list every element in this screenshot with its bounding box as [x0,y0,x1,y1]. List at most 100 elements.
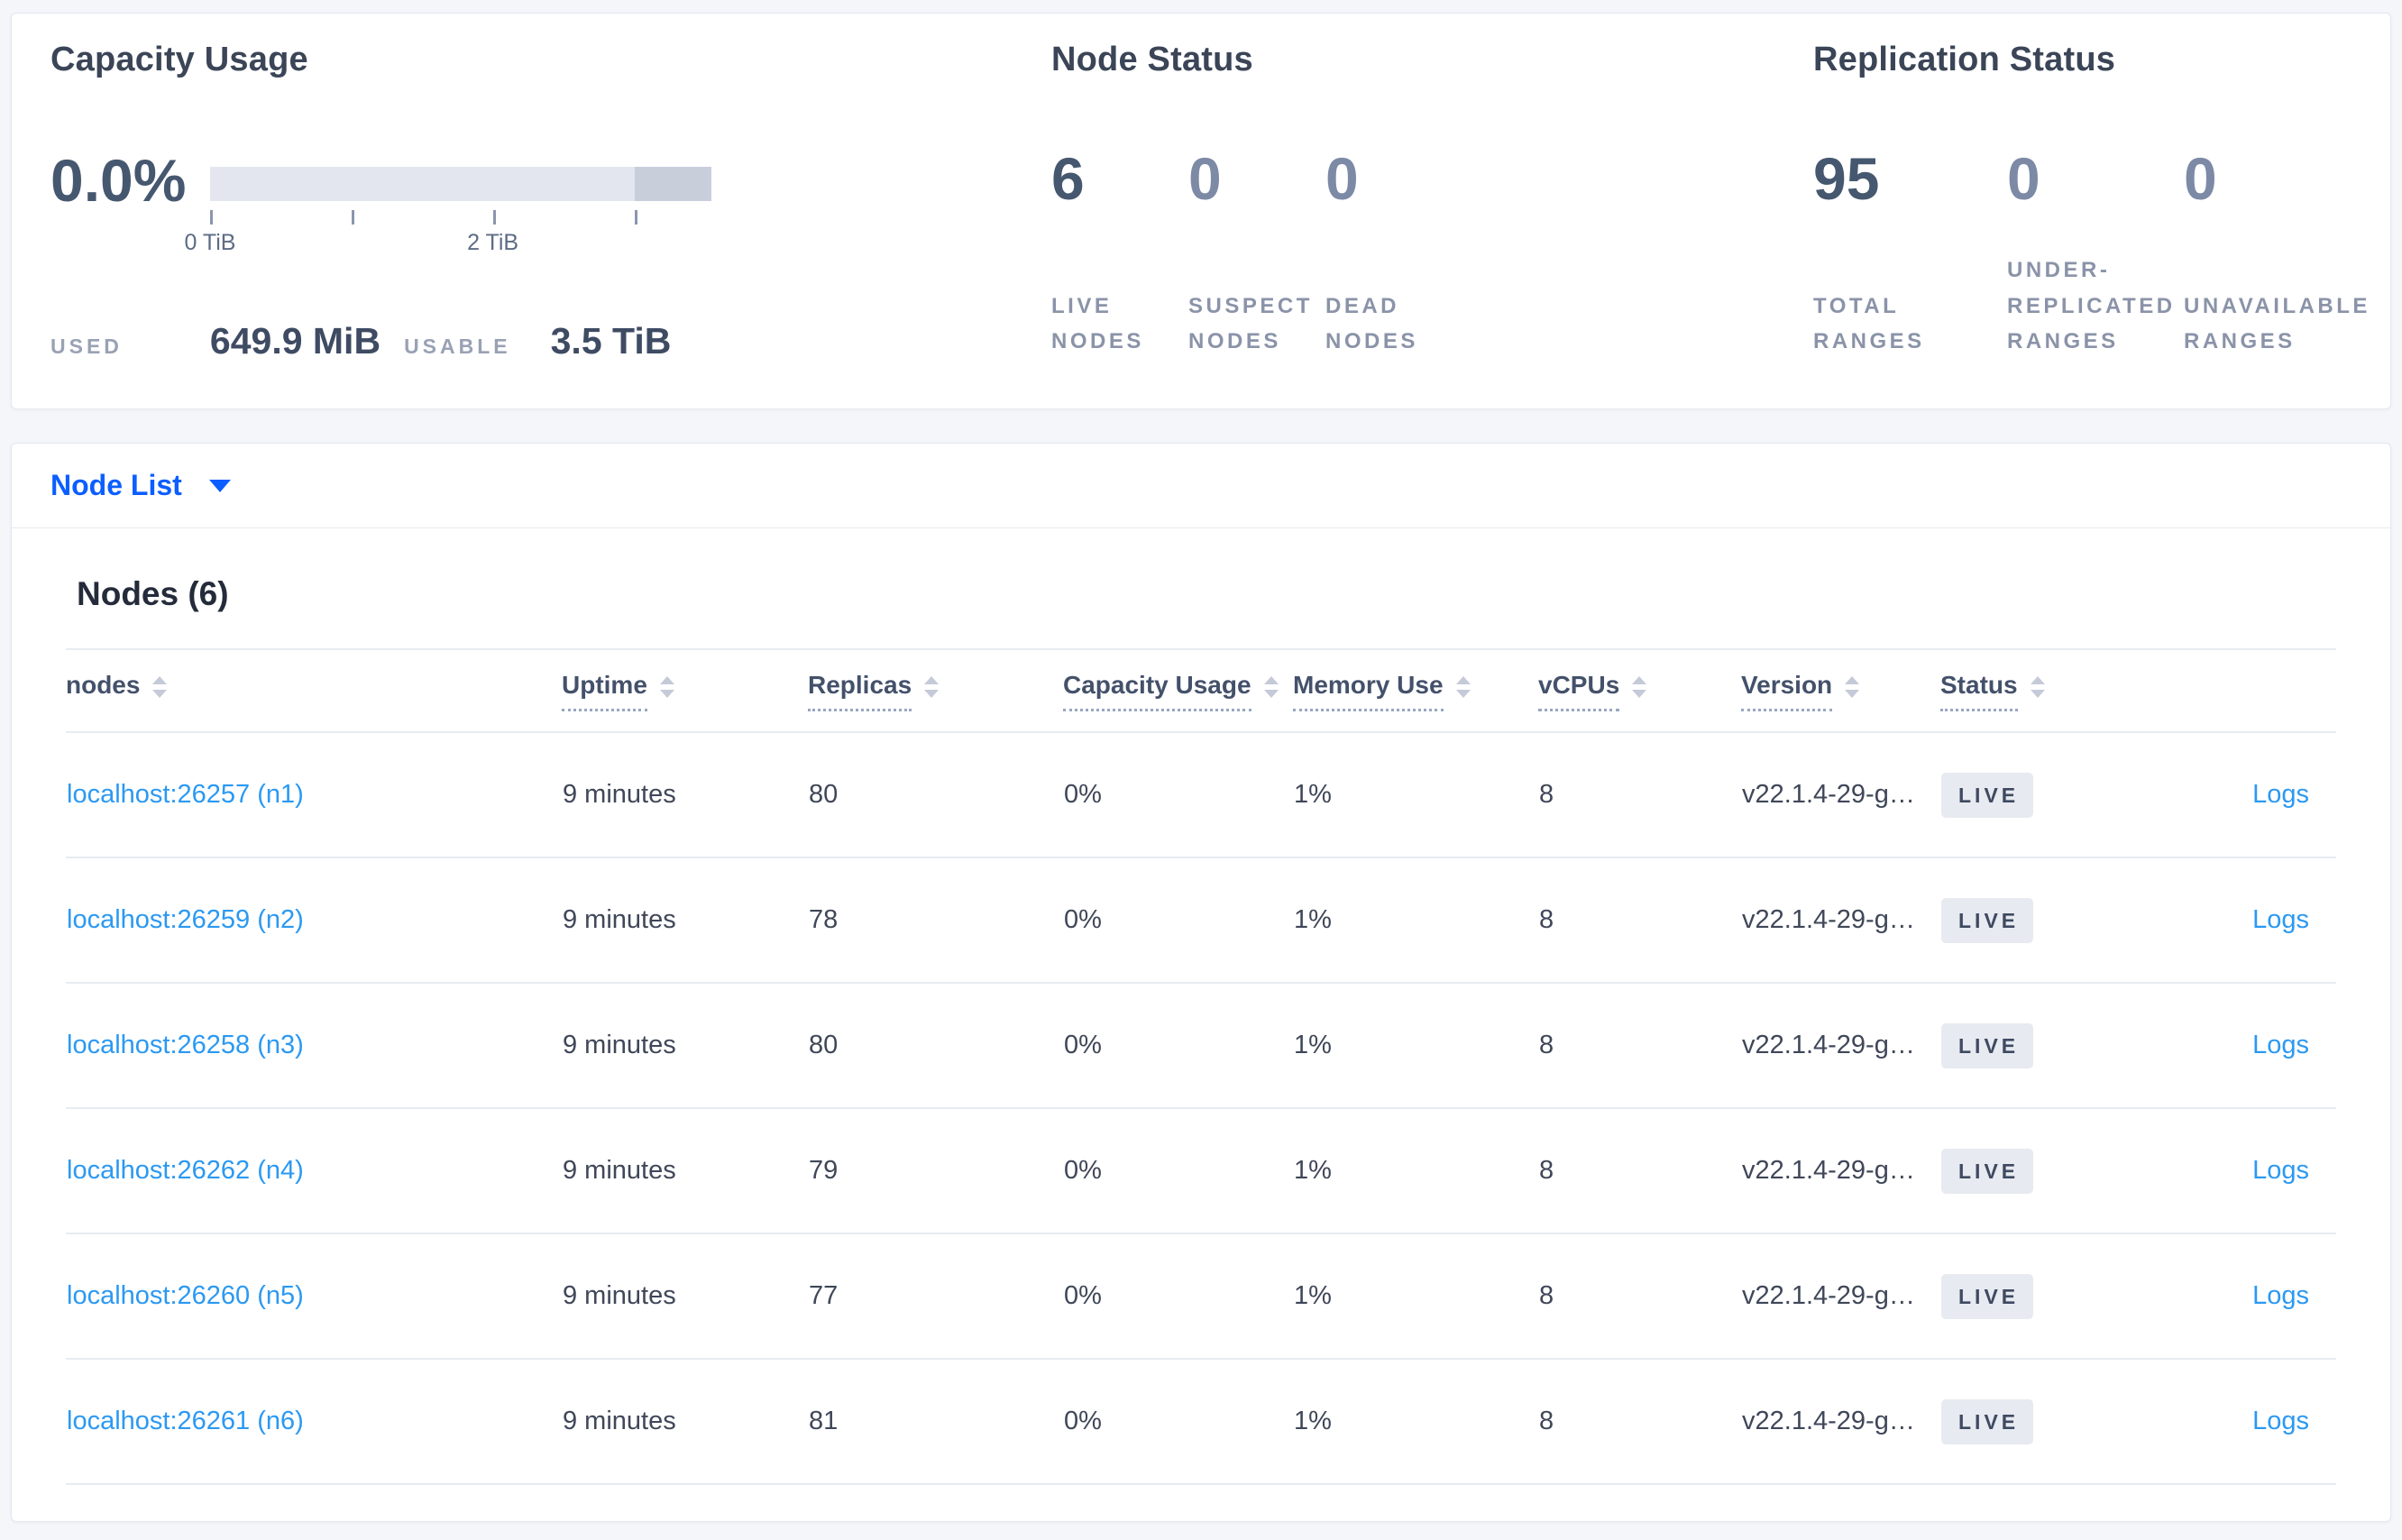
node-list-dropdown-label: Node List [50,469,182,501]
replicas-cell: 78 [808,857,1063,984]
capacity-cell: 0% [1063,1108,1293,1234]
logs-link[interactable]: Logs [2252,1156,2309,1185]
capacity-used-percent: 0.0% [50,147,187,214]
memory-cell: 1% [1293,983,1538,1109]
node-link[interactable]: localhost:26261 (n6) [67,1407,304,1435]
sort-control-memory-use[interactable]: Memory Use [1293,671,1471,711]
unavailable-ranges-label: UNAVAILABLE RANGES [2184,293,2370,354]
sort-down-icon [1263,690,1279,698]
sort-control-replicas[interactable]: Replicas [808,671,940,711]
version-cell: v22.1.4-29-g… [1741,983,1940,1109]
column-header-vcpus: vCPUs [1538,648,1741,733]
capacity-bar [210,167,711,201]
capacity-usage-title: Capacity Usage [50,41,308,78]
logs-link[interactable]: Logs [2252,1407,2309,1435]
sort-control-capacity-usage[interactable]: Capacity Usage [1063,671,1279,711]
live-nodes-stat: 6 LIVE NODES [1051,149,1188,360]
node-list-panel: Node List Nodes (6) nodes [11,443,2391,1522]
capacity-cell: 0% [1063,1233,1293,1360]
sort-down-icon [1845,690,1860,698]
under-replicated-ranges-label: UNDER-REPLICATED RANGES [2007,258,2176,354]
logs-link[interactable]: Logs [2252,1031,2309,1059]
memory-cell: 1% [1293,732,1538,858]
sort-control-version[interactable]: Version [1741,671,1860,711]
version-cell: v22.1.4-29-g… [1741,857,1940,984]
sort-icon [152,676,168,698]
total-ranges-label: TOTAL RANGES [1813,293,1925,354]
sort-icon [1845,676,1860,698]
column-header-status: Status [1940,648,2148,733]
node-link[interactable]: localhost:26258 (n3) [67,1031,304,1059]
sort-icon [924,676,940,698]
column-header-memory-use: Memory Use [1293,648,1538,733]
capacity-cell: 0% [1063,857,1293,984]
sort-control-uptime[interactable]: Uptime [562,671,674,711]
node-list-dropdown[interactable]: Node List [50,469,231,502]
axis-tick [492,210,496,225]
unavailable-ranges-stat: 0 UNAVAILABLE RANGES [2184,149,2378,360]
replication-status-stats: 95 TOTAL RANGES 0 UNDER-REPLICATED RANGE… [1813,149,2378,360]
node-link[interactable]: localhost:26259 (n2) [67,905,304,934]
vcpus-cell: 8 [1538,983,1741,1109]
memory-cell: 1% [1293,1233,1538,1360]
nodes-table-section: Nodes (6) nodes [12,575,2390,1521]
replication-status-title: Replication Status [1813,41,2116,78]
memory-cell: 1% [1293,1359,1538,1485]
sort-control-nodes[interactable]: nodes [66,671,168,711]
vcpus-cell: 8 [1538,1359,1741,1485]
column-header-version: Version [1741,648,1940,733]
version-cell: v22.1.4-29-g… [1741,1108,1940,1234]
logs-link[interactable]: Logs [2252,1281,2309,1310]
dead-nodes-count: 0 [1325,145,1359,212]
suspect-nodes-count: 0 [1188,145,1222,212]
memory-cell: 1% [1293,857,1538,984]
version-cell: v22.1.4-29-g… [1741,732,1940,858]
logs-link[interactable]: Logs [2252,780,2309,809]
axis-tick [210,210,213,225]
table-row: localhost:26258 (n3) 9 minutes 80 0% 1% … [66,983,2336,1109]
node-link[interactable]: localhost:26262 (n4) [67,1156,304,1185]
column-header-uptime: Uptime [562,648,808,733]
capacity-bar-other-segment [634,167,711,201]
total-ranges-stat: 95 TOTAL RANGES [1813,149,2007,360]
suspect-nodes-label: SUSPECT NODES [1188,293,1313,354]
uptime-cell: 9 minutes [562,1108,808,1234]
sort-icon [659,676,674,698]
live-nodes-label: LIVE NODES [1051,293,1144,354]
sort-control-vcpus[interactable]: vCPUs [1538,671,1647,711]
nodes-table: nodes Uptime Replicas [66,648,2336,1485]
node-link[interactable]: localhost:26260 (n5) [67,1281,304,1310]
sort-up-icon [1455,676,1471,684]
uptime-cell: 9 minutes [562,732,808,858]
table-row: localhost:26257 (n1) 9 minutes 80 0% 1% … [66,732,2336,858]
under-replicated-ranges-count: 0 [2007,145,2040,212]
usable-value: 3.5 TiB [550,320,672,362]
column-header-nodes: nodes [66,648,562,733]
sort-control-status[interactable]: Status [1940,671,2045,711]
sort-up-icon [924,676,940,684]
sort-down-icon [1632,690,1647,698]
status-badge: LIVE [1941,772,2034,818]
capacity-usage-bar-chart: 0 TiB 2 TiB [185,167,711,255]
sort-down-icon [2030,690,2045,698]
live-nodes-count: 6 [1051,145,1085,212]
sort-up-icon [1632,676,1647,684]
column-header-logs [2148,648,2336,733]
uptime-cell: 9 minutes [562,1233,808,1360]
vcpus-cell: 8 [1538,1233,1741,1360]
usable-label: USABLE [404,335,511,358]
sort-up-icon [659,676,674,684]
logs-link[interactable]: Logs [2252,905,2309,934]
version-cell: v22.1.4-29-g… [1741,1359,1940,1485]
replicas-cell: 80 [808,732,1063,858]
node-link[interactable]: localhost:26257 (n1) [67,780,304,809]
status-badge: LIVE [1941,1273,2034,1319]
chevron-down-icon [208,479,231,492]
axis-tick [634,210,637,225]
node-status-title: Node Status [1051,41,1253,78]
table-row: localhost:26261 (n6) 9 minutes 81 0% 1% … [66,1359,2336,1485]
vcpus-cell: 8 [1538,1108,1741,1234]
unavailable-ranges-count: 0 [2184,145,2217,212]
node-status-stats: 6 LIVE NODES 0 SUSPECT NODES 0 DEAD NODE… [1051,149,1462,360]
replicas-cell: 77 [808,1233,1063,1360]
